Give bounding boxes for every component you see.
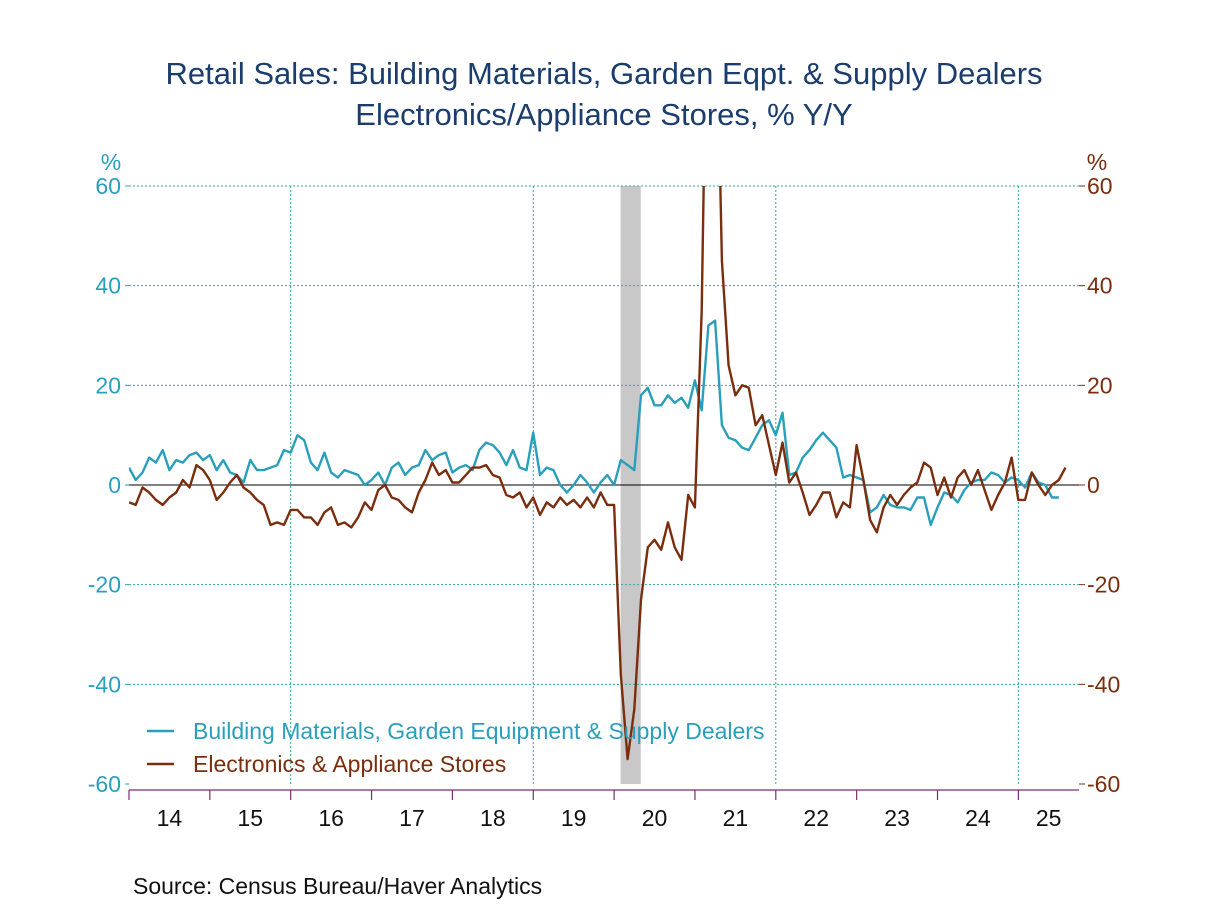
y-tick-label-right: -20 xyxy=(1087,572,1120,598)
y-tick-label-right: 60 xyxy=(1087,173,1113,199)
legend-label-electronics: Electronics & Appliance Stores xyxy=(193,751,506,777)
y-tick-label-left: 20 xyxy=(95,372,121,398)
legend: Building Materials, Garden Equipment & S… xyxy=(147,718,764,777)
y-tick-label-right: -40 xyxy=(1087,671,1120,697)
y-tick-label-left: 0 xyxy=(108,472,121,498)
right-axis-unit: % xyxy=(1087,149,1107,175)
x-tick-label: 14 xyxy=(157,805,183,831)
series-layer xyxy=(129,186,1067,761)
y-tick-label-left: -20 xyxy=(88,572,121,598)
y-tick-label-left: -40 xyxy=(88,671,121,697)
chart-subtitle: Electronics/Appliance Stores, % Y/Y xyxy=(355,97,852,132)
x-tick-label: 25 xyxy=(1036,805,1062,831)
y-tick-label-left: 60 xyxy=(95,173,121,199)
x-tick-label: 22 xyxy=(803,805,829,831)
x-tick-label: 17 xyxy=(399,805,425,831)
source-note: Source: Census Bureau/Haver Analytics xyxy=(133,873,542,899)
legend-label-building-materials: Building Materials, Garden Equipment & S… xyxy=(193,718,764,744)
y-tick-label-left: 40 xyxy=(95,273,121,299)
x-tick-label: 19 xyxy=(561,805,587,831)
series-line-building-materials xyxy=(129,319,1059,527)
chart-title: Retail Sales: Building Materials, Garden… xyxy=(165,56,1042,91)
axis-layer xyxy=(125,185,1085,800)
tick-label-layer: 60 60 40 40 20 20 0 0 -20 -20 -40 -40 -60 -60 14 15 16 17… xyxy=(88,173,1121,831)
x-tick-label: 15 xyxy=(237,805,263,831)
y-tick-label-left: -60 xyxy=(88,771,121,797)
x-tick-label: 23 xyxy=(884,805,910,831)
grid-layer xyxy=(129,185,1079,784)
y-tick-label-right: 20 xyxy=(1087,372,1113,398)
x-tick-label: 24 xyxy=(965,805,991,831)
series-line-electronics xyxy=(129,186,1067,761)
y-tick-label-right: -60 xyxy=(1087,771,1120,797)
x-tick-label: 18 xyxy=(480,805,506,831)
x-tick-label: 21 xyxy=(723,805,749,831)
left-axis-unit: % xyxy=(101,149,121,175)
x-tick-label: 20 xyxy=(642,805,668,831)
x-tick-label: 16 xyxy=(318,805,344,831)
y-tick-label-right: 0 xyxy=(1087,472,1100,498)
y-tick-label-right: 40 xyxy=(1087,273,1113,299)
